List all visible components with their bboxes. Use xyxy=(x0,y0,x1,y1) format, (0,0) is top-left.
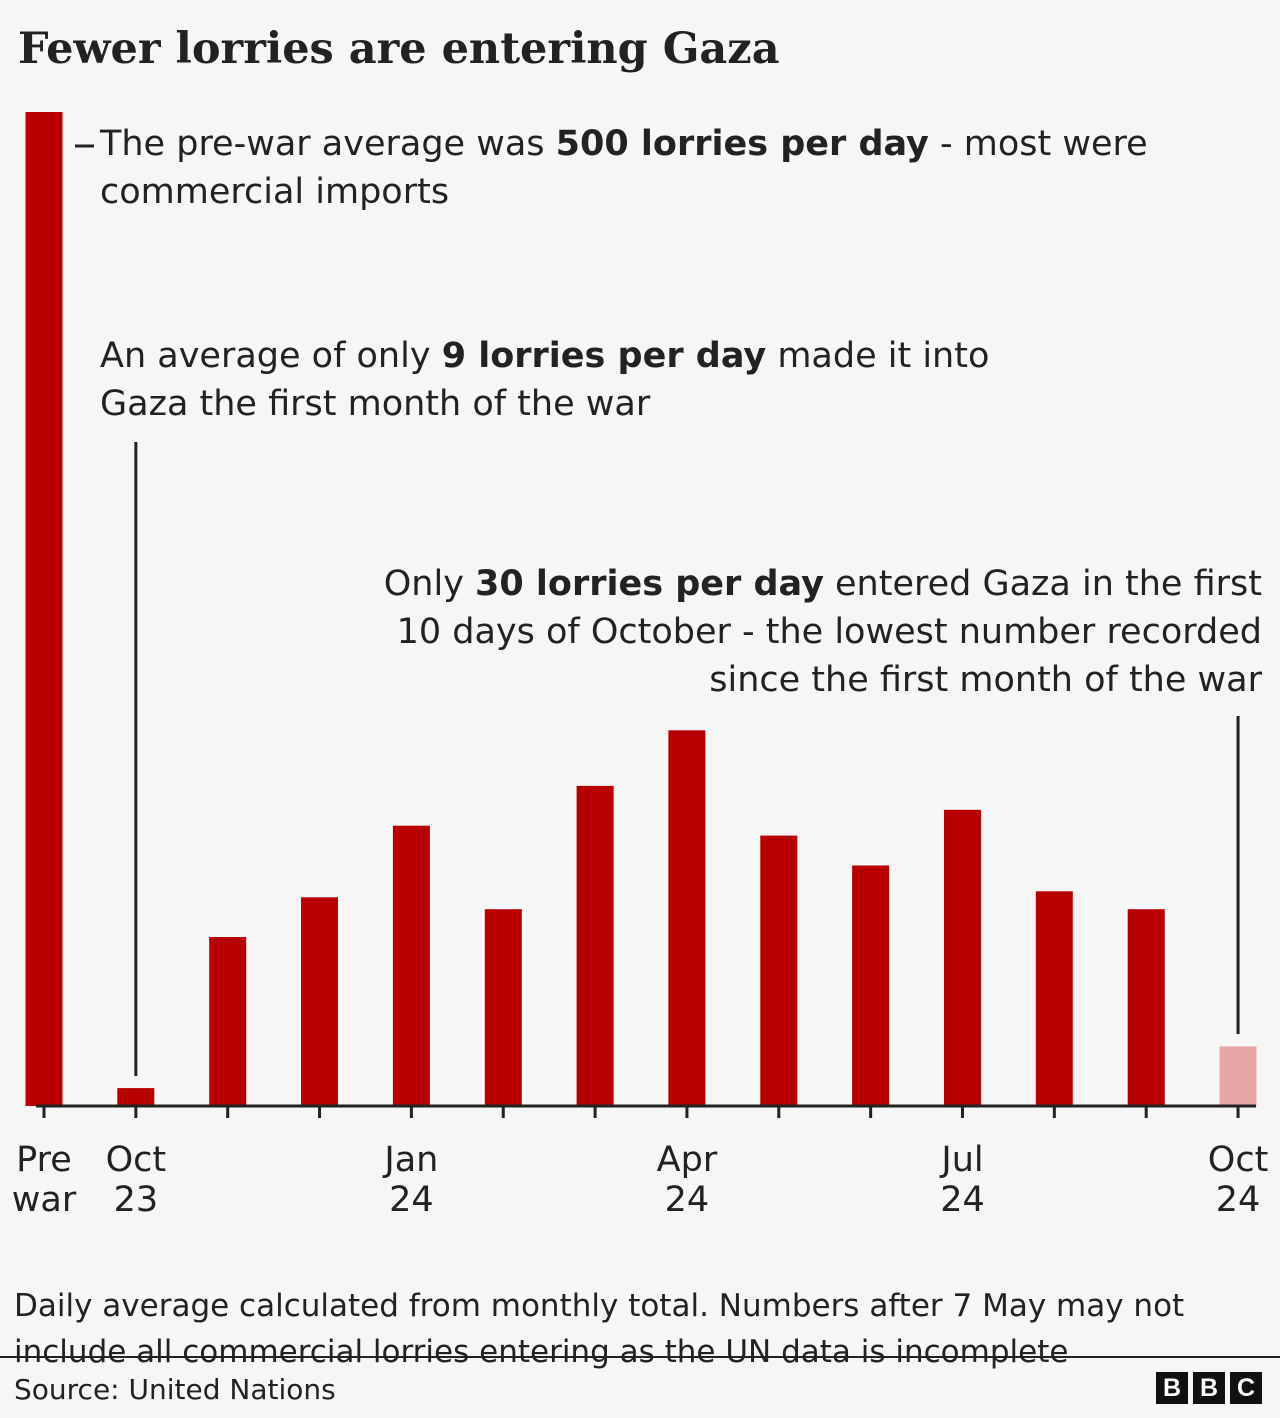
bar-jan-24 xyxy=(392,825,430,1106)
x-tick-label-line2: 24 xyxy=(389,1180,434,1220)
x-tick-label-line2: 24 xyxy=(1215,1180,1261,1220)
logo-block: B xyxy=(1193,1372,1225,1404)
footnote: Daily average calculated from monthly to… xyxy=(14,1288,1185,1370)
bar-jun-24 xyxy=(852,865,890,1106)
annotation-prewar-text: The pre-war average was xyxy=(100,124,556,164)
x-axis-ticks xyxy=(42,1106,1240,1118)
bar-jul-24 xyxy=(944,809,981,1106)
source-note: Source: United Nations xyxy=(14,1373,336,1406)
x-tick-label-line2: 23 xyxy=(113,1180,159,1220)
x-tick-label: Apr 24 xyxy=(627,1140,747,1220)
bar-dec-23 xyxy=(301,897,338,1106)
annotation-first-month-text-end: made it into Gaza the first month of the… xyxy=(100,336,990,424)
bar-may-24 xyxy=(760,835,798,1106)
bar-oct-23 xyxy=(117,1088,155,1106)
bar-oct-24 xyxy=(1219,1046,1257,1106)
x-tick-label: Pre war xyxy=(0,1140,104,1220)
footer-divider xyxy=(0,1356,1280,1358)
annotation-first-month-text: An average of only xyxy=(100,336,442,376)
x-tick-label: Oct 23 xyxy=(76,1140,196,1220)
x-tick-label-line1: Pre xyxy=(16,1140,72,1180)
x-tick-label-line2: war xyxy=(11,1180,77,1220)
x-tick-label-line1: Jan xyxy=(384,1140,439,1180)
x-tick-label-line2: 24 xyxy=(940,1180,985,1220)
annotation-prewar-text-end: - most were commercial imports xyxy=(100,124,1148,212)
bar-sep-24 xyxy=(1127,909,1165,1106)
bar-nov-23 xyxy=(209,937,247,1106)
bar-pre-war xyxy=(25,112,63,1106)
annotation-first-month-value: 9 lorries per day xyxy=(441,336,767,376)
x-tick-label-line1: Oct xyxy=(105,1140,167,1180)
bar-apr-24 xyxy=(668,730,706,1106)
annotation-oct-24-text: Only xyxy=(383,564,476,604)
x-tick-label-line1: Jul xyxy=(941,1140,984,1180)
bbc-logo: B B C xyxy=(1156,1372,1262,1404)
annotation-leaders xyxy=(75,144,1240,1076)
logo-block: C xyxy=(1230,1372,1262,1404)
x-tick-label: Jul 24 xyxy=(903,1140,1023,1220)
annotation-oct-24-text-end: entered Gaza in the first 10 days of Oct… xyxy=(396,564,1262,700)
x-tick-label-line2: 24 xyxy=(664,1180,710,1220)
bar-aug-24 xyxy=(1035,891,1073,1106)
x-tick-label-line1: Oct xyxy=(1207,1140,1269,1180)
bars-layer xyxy=(25,112,1257,1106)
bar-mar-24 xyxy=(576,785,614,1106)
annotation-first-month: An average of only 9 lorries per day mad… xyxy=(100,332,1000,428)
x-tick-label-line1: Apr xyxy=(656,1140,718,1180)
annotation-oct-24-value: 30 lorries per day xyxy=(475,564,824,604)
logo-block: B xyxy=(1156,1372,1188,1404)
annotation-oct-24: Only 30 lorries per day entered Gaza in … xyxy=(362,560,1262,704)
x-tick-label: Jan 24 xyxy=(351,1140,471,1220)
bar-chart xyxy=(25,112,1257,1118)
bar-feb-24 xyxy=(484,909,522,1106)
x-tick-label: Oct 24 xyxy=(1178,1140,1280,1220)
annotation-prewar: The pre-war average was 500 lorries per … xyxy=(100,120,1220,216)
annotation-prewar-value: 500 lorries per day xyxy=(555,124,929,164)
chart-title: Fewer lorries are entering Gaza xyxy=(18,24,780,74)
